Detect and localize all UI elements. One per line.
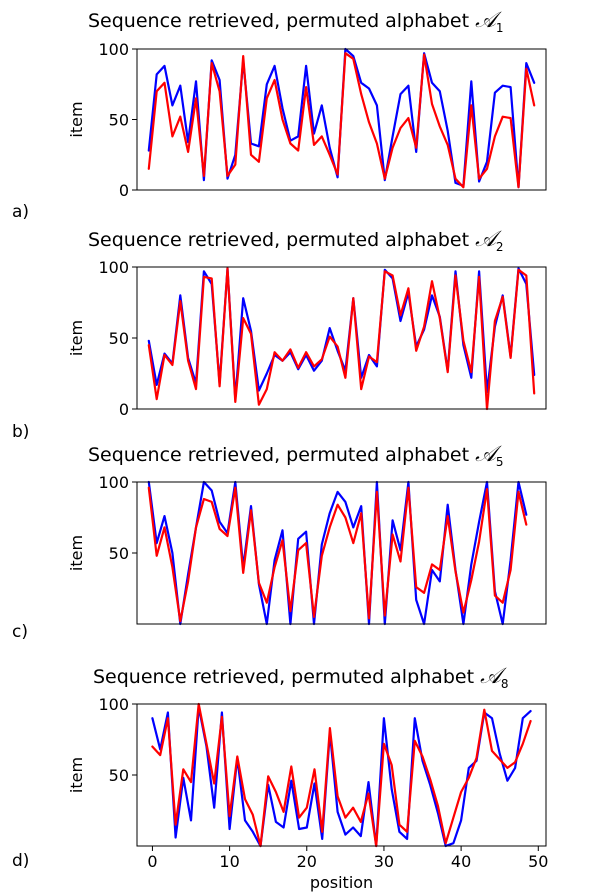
panel-label: d) <box>12 851 29 871</box>
series-line-red <box>147 267 536 411</box>
y-tick-label: 0 <box>119 400 129 419</box>
chart-title-text: Sequence retrieved, permuted alphabet <box>93 666 480 688</box>
x-tick-label: 10 <box>219 852 239 871</box>
y-tick-label: 50 <box>109 111 129 130</box>
y-tick-label: 50 <box>109 329 129 348</box>
chart-title-subscript: 5 <box>496 455 504 469</box>
y-axis-label: item <box>67 101 86 137</box>
y-axis-label: item <box>67 535 86 571</box>
chart-title-subscript: 8 <box>501 677 509 691</box>
panel-b: Sequence retrieved, permuted alphabet 𝒜2… <box>12 227 547 442</box>
y-tick-label: 0 <box>119 181 129 200</box>
chart-title-subscript: 1 <box>496 21 504 35</box>
chart-title: Sequence retrieved, permuted alphabet 𝒜8 <box>93 664 509 691</box>
panel-c: Sequence retrieved, permuted alphabet 𝒜5… <box>12 442 547 642</box>
series-line-blue <box>147 267 536 401</box>
y-tick-label: 50 <box>109 766 129 785</box>
series-line-blue <box>151 705 532 848</box>
chart-title-subscript: 2 <box>496 240 504 254</box>
y-tick-label: 100 <box>98 40 129 59</box>
x-axis-label: position <box>310 873 373 892</box>
chart-title: Sequence retrieved, permuted alphabet 𝒜1 <box>88 8 504 35</box>
x-tick-label: 0 <box>147 852 157 871</box>
chart-title-text: Sequence retrieved, permuted alphabet <box>88 444 475 466</box>
chart-title-text: Sequence retrieved, permuted alphabet <box>88 229 475 251</box>
series-line-red <box>147 52 536 189</box>
panel-label: b) <box>12 422 29 442</box>
series-line-red <box>151 702 532 848</box>
y-tick-label: 100 <box>98 258 129 277</box>
panel-label: c) <box>12 622 28 642</box>
y-tick-label: 100 <box>98 473 129 492</box>
panel-a: Sequence retrieved, permuted alphabet 𝒜1… <box>12 8 547 222</box>
series-line-blue <box>147 480 528 626</box>
panel-label: a) <box>12 202 29 222</box>
chart-title: Sequence retrieved, permuted alphabet 𝒜2 <box>88 227 504 254</box>
y-tick-label: 100 <box>98 695 129 714</box>
series-line-red <box>147 486 528 623</box>
x-tick-label: 40 <box>451 852 471 871</box>
x-tick-label: 50 <box>528 852 548 871</box>
y-tick-label: 50 <box>109 544 129 563</box>
chart-title: Sequence retrieved, permuted alphabet 𝒜5 <box>88 442 504 469</box>
y-axis-label: item <box>67 757 86 793</box>
panel-d: Sequence retrieved, permuted alphabet 𝒜8… <box>12 664 548 892</box>
x-tick-label: 30 <box>374 852 394 871</box>
x-tick-label: 20 <box>297 852 317 871</box>
chart-title-text: Sequence retrieved, permuted alphabet <box>88 10 475 32</box>
y-axis-label: item <box>67 320 86 356</box>
